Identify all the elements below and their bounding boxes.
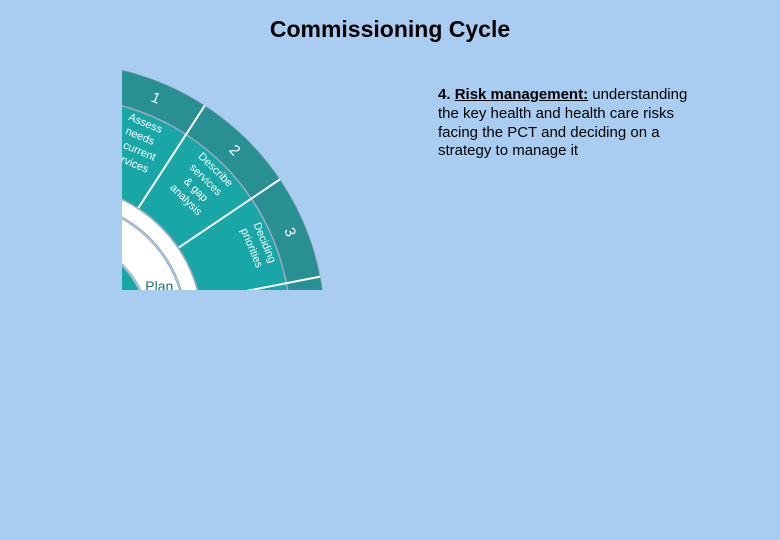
svg-text:Plan: Plan [145,278,173,290]
page-title: Commissioning Cycle [0,16,780,43]
segment-description: 4. Risk management: understanding the ke… [438,86,688,161]
desc-heading-num: 4. [438,86,451,103]
commissioning-cycle-diagram: 1Assessneeds& currentservices2Describese… [122,70,392,290]
desc-heading-text: Risk management: [455,86,588,103]
